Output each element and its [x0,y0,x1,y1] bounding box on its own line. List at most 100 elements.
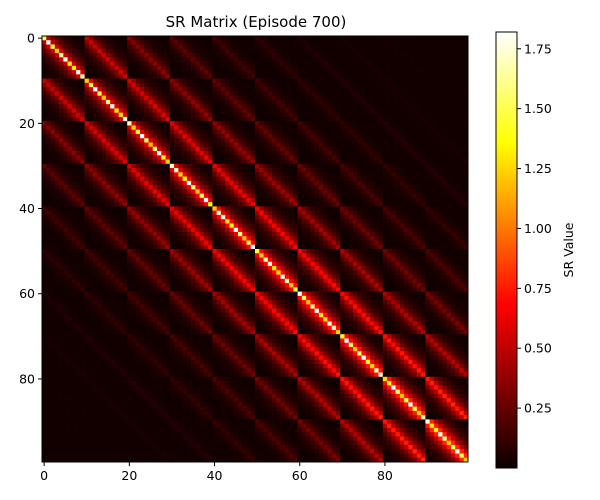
heatmap-cell [438,53,443,58]
heatmap-cell [50,210,56,216]
heatmap-cell [387,70,392,75]
heatmap-cell [335,236,341,241]
heatmap-cell [229,78,235,84]
heatmap-cell [438,159,443,165]
heatmap-cell [370,112,375,118]
heatmap-cell [395,176,401,182]
heatmap-cell [152,227,158,233]
heatmap-cell [118,78,124,84]
heatmap-cell [59,210,64,216]
heatmap-cell [250,78,256,84]
heatmap-cell [293,78,298,84]
heatmap-cell [242,99,247,105]
heatmap-cell [195,223,200,229]
heatmap-cell [310,65,315,71]
heatmap-cell [318,82,324,88]
heatmap-cell [391,197,396,203]
heatmap-cell [391,146,396,152]
heatmap-cell [161,146,166,152]
heatmap-cell [208,240,213,246]
heatmap-cell [357,168,362,173]
heatmap-cell [97,70,102,75]
heatmap-cell [220,151,226,156]
heatmap-cell [259,36,264,41]
heatmap-cell [229,57,235,62]
heatmap-cell [259,197,264,203]
heatmap-cell [387,223,392,229]
heatmap-cell [220,163,226,169]
heatmap-cell [310,78,315,84]
heatmap-cell [361,125,367,131]
heatmap-cell [118,214,124,220]
heatmap-cell [186,48,192,54]
heatmap-cell [306,91,311,96]
heatmap-cell [446,146,452,152]
heatmap-cell [169,104,175,109]
heatmap-cell [208,172,213,177]
heatmap-cell [301,125,307,131]
heatmap-cell [352,227,358,233]
heatmap-cell [97,146,102,152]
heatmap-cell [174,53,179,58]
heatmap-cell [429,57,435,62]
heatmap-cell [152,133,158,139]
heatmap-cell [399,159,405,165]
heatmap-cell [191,142,196,148]
heatmap-cell [340,70,345,75]
heatmap-cell [80,48,85,54]
heatmap-cell [139,61,145,67]
heatmap-cell [161,125,166,131]
heatmap-cell [212,244,218,250]
heatmap-cell [455,53,460,58]
heatmap-cell [365,180,371,186]
heatmap-cell [88,176,94,182]
heatmap-cell [216,223,222,229]
heatmap-cell [331,189,337,194]
heatmap-cell [110,95,115,101]
heatmap-cell [331,133,337,139]
heatmap-cell [365,219,371,224]
heatmap-cell [225,104,230,109]
heatmap-cell [425,44,431,50]
heatmap-cell [450,95,456,101]
heatmap-cell [93,74,98,79]
heatmap-cell [131,87,137,92]
heatmap-cell [433,53,439,58]
heatmap-cell [80,61,85,67]
heatmap-cell [263,87,269,92]
heatmap-cell [242,151,247,156]
heatmap-cell [59,48,64,54]
heatmap-cell [152,219,158,224]
heatmap-cell [208,70,213,75]
heatmap-cell [455,223,460,229]
heatmap-cell [157,151,162,156]
heatmap-cell [250,57,256,62]
heatmap-cell [306,48,311,54]
heatmap-cell [352,219,358,224]
heatmap-cell [216,193,222,199]
heatmap-cell [297,193,303,199]
heatmap-cell [220,214,226,220]
heatmap-cell [105,223,111,229]
heatmap-cell [412,65,418,71]
heatmap-cell [331,40,337,45]
heatmap-cell [199,121,205,126]
heatmap-cell [71,104,77,109]
heatmap-cell [455,65,460,71]
heatmap-cell [323,202,328,207]
heatmap-cell [404,57,409,62]
heatmap-cell [259,155,264,160]
heatmap-cell [191,129,196,135]
heatmap-cell [429,210,435,216]
heatmap-cell [391,236,396,241]
heatmap-cell [135,236,141,241]
heatmap-cell [139,95,145,101]
heatmap-cell [433,223,439,229]
heatmap-cell [76,116,81,122]
heatmap-cell [195,180,200,186]
heatmap-cell [429,99,435,105]
heatmap-cell [212,159,218,165]
heatmap-cell [408,70,413,75]
heatmap-cell [199,176,205,182]
heatmap-cell [382,244,388,250]
